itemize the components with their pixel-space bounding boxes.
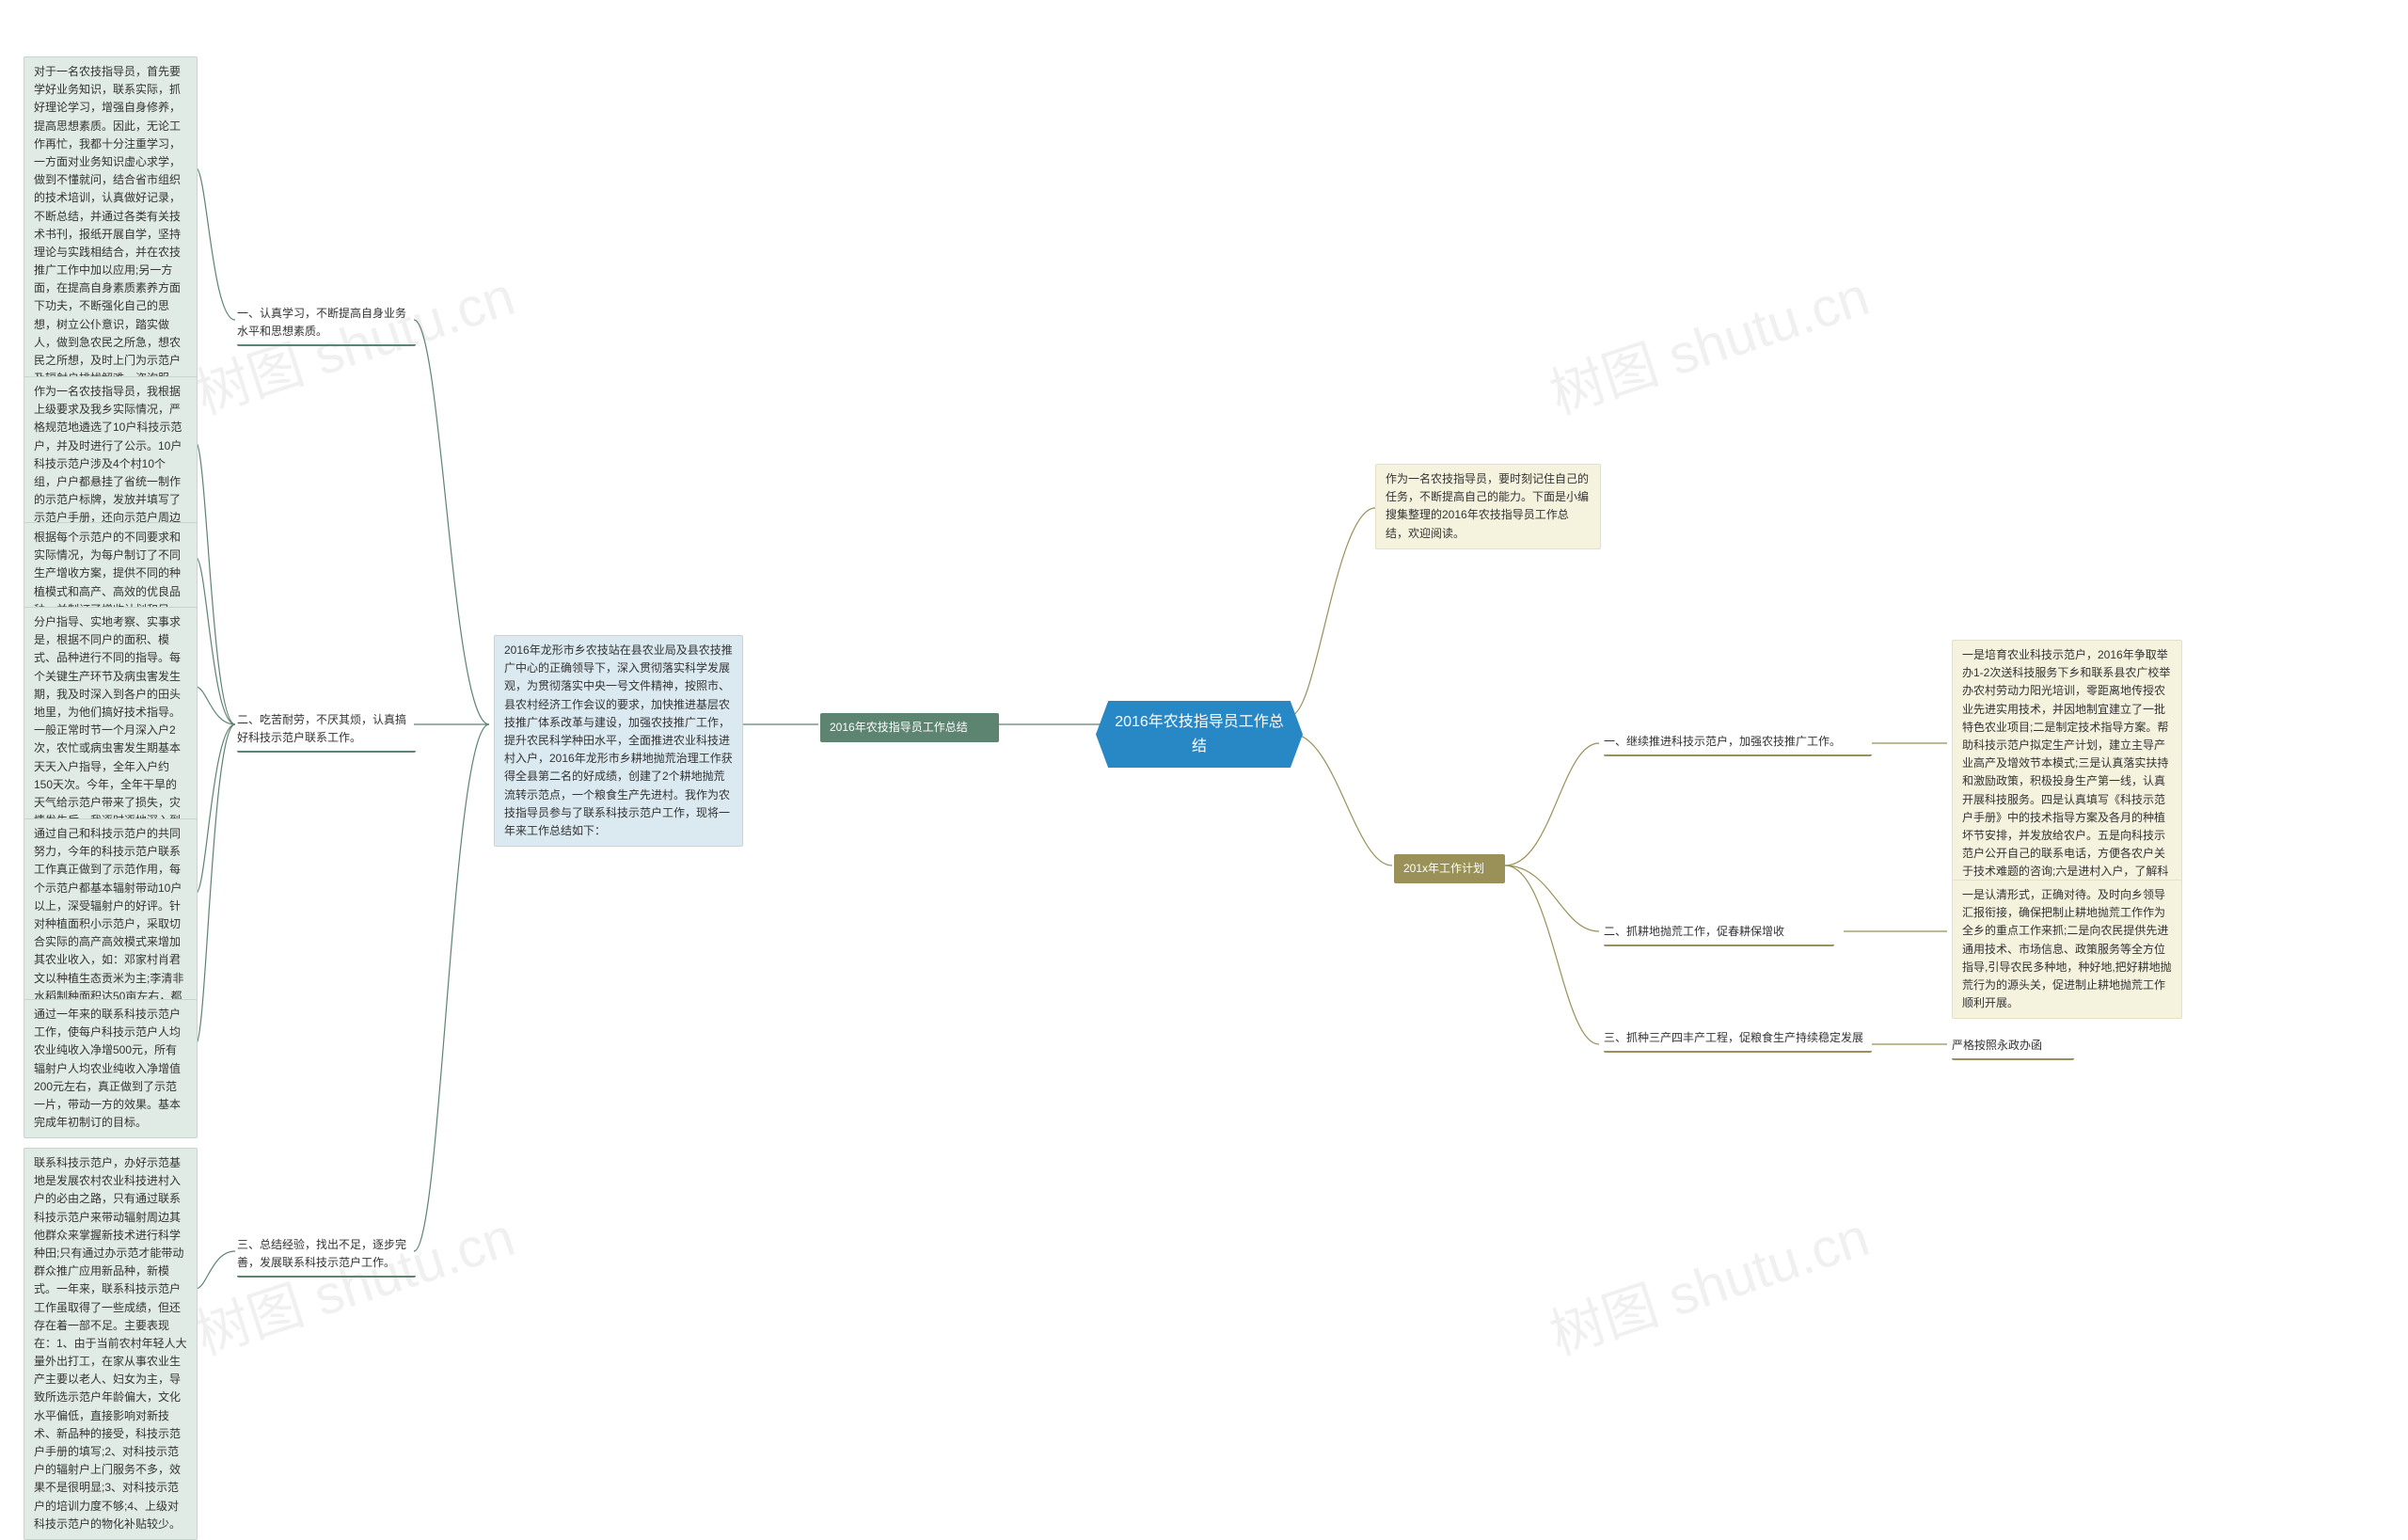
right-section-2-title[interactable]: 二、抓耕地抛荒工作，促春耕保增收 (1604, 919, 1834, 946)
watermark: 树图 shutu.cn (1539, 252, 1877, 429)
right-section-3-title[interactable]: 三、抓种三产四丰产工程，促粮食生产持续稳定发展 (1604, 1025, 1872, 1053)
left-section-1-title[interactable]: 一、认真学习，不断提高自身业务水平和思想素质。 (237, 301, 416, 346)
left-summary: 2016年龙形市乡农技站在县农业局及县农技推广中心的正确领导下，深入贯彻落实科学… (494, 635, 743, 847)
watermark: 树图 shutu.cn (184, 1193, 523, 1370)
left-section-2-detail-5: 通过一年来的联系科技示范户工作，使每户科技示范户人均农业纯收入净增500元，所有… (24, 999, 198, 1138)
left-section-2-title[interactable]: 二、吃苦耐劳，不厌其烦，认真搞好科技示范户联系工作。 (237, 707, 416, 753)
right-section-2-detail: 一是认清形式，正确对待。及时向乡领导汇报衔接，确保把制止耕地抛荒工作作为全乡的重… (1952, 880, 2182, 1019)
left-section-1-detail-1: 对于一名农技指导员，首先要学好业务知识，联系实际，抓好理论学习，增强自身修养，提… (24, 56, 198, 413)
left-section-3-detail-1: 联系科技示范户，办好示范基地是发展农村农业科技进村入户的必由之路，只有通过联系科… (24, 1148, 198, 1540)
right-section-1-title[interactable]: 一、继续推进科技示范户，加强农技推广工作。 (1604, 729, 1872, 756)
watermark: 树图 shutu.cn (1539, 1193, 1877, 1370)
intro-box: 作为一名农技指导员，要时刻记住自己的任务，不断提高自己的能力。下面是小编搜集整理… (1375, 464, 1601, 549)
central-node[interactable]: 2016年农技指导员工作总结 (1096, 701, 1303, 768)
left-section-3-title[interactable]: 三、总结经验，找出不足，逐步完善，发展联系科技示范户工作。 (237, 1232, 416, 1278)
right-section-3-detail: 严格按照永政办函 (1952, 1033, 2074, 1060)
right-branch-label[interactable]: 201x年工作计划 (1394, 854, 1505, 883)
left-branch-label[interactable]: 2016年农技指导员工作总结 (820, 713, 999, 742)
